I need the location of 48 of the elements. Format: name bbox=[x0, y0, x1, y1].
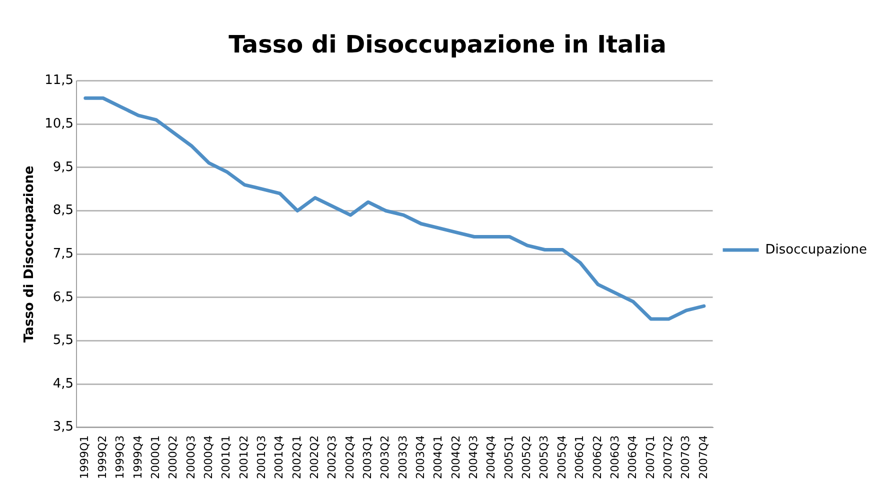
x-tick-label: 2001Q3 bbox=[254, 435, 268, 480]
x-tick-label: 2002Q3 bbox=[326, 435, 339, 480]
x-tick-label: 2000Q2 bbox=[166, 435, 180, 480]
x-tick-label: 2007Q2 bbox=[661, 435, 674, 480]
x-tick-label: 2006Q1 bbox=[573, 435, 586, 480]
x-tick-label: 2002Q2 bbox=[308, 435, 321, 480]
y-axis-title: Tasso di Disoccupazione bbox=[22, 165, 38, 343]
x-tick-label: 1999Q3 bbox=[114, 435, 127, 480]
y-tick-label: 9,5 bbox=[52, 160, 74, 175]
x-tick-label: 1999Q2 bbox=[96, 435, 109, 480]
y-tick-label: 7,5 bbox=[52, 246, 74, 262]
x-tick-label: 2005Q2 bbox=[520, 435, 534, 480]
x-tick-label: 2003Q4 bbox=[414, 435, 428, 480]
x-tick-label: 2000Q1 bbox=[148, 435, 162, 480]
y-tick-label: 10,5 bbox=[44, 116, 74, 132]
x-tick-label: 2001Q2 bbox=[237, 435, 250, 480]
x-tick-label: 2007Q4 bbox=[696, 435, 710, 480]
x-tick-label: 1999Q4 bbox=[131, 435, 144, 480]
x-tick-label: 2005Q1 bbox=[502, 435, 516, 480]
y-tick-label: 4,5 bbox=[52, 376, 74, 392]
x-tick-label: 2001Q1 bbox=[220, 435, 233, 480]
x-tick-label: 2004Q1 bbox=[432, 435, 445, 480]
x-tick-label: 2004Q4 bbox=[484, 435, 498, 480]
x-tick-label: 2003Q1 bbox=[361, 435, 374, 480]
x-tick-label: 2000Q4 bbox=[202, 435, 215, 480]
x-tick-label: 2000Q3 bbox=[184, 435, 198, 480]
x-tick-label: 2005Q3 bbox=[538, 435, 551, 480]
x-tick-label: 2005Q4 bbox=[555, 435, 568, 480]
x-tick-label: 2004Q2 bbox=[449, 435, 462, 480]
y-tick-label: 3,5 bbox=[52, 420, 74, 435]
y-tick-label: 8,5 bbox=[52, 203, 74, 218]
x-tick-label: 2004Q3 bbox=[467, 435, 480, 480]
x-tick-label: 2002Q1 bbox=[290, 435, 304, 480]
y-tick-label: 11,5 bbox=[44, 73, 74, 88]
chart-title: Tasso di Disoccupazione in Italia bbox=[228, 30, 666, 59]
x-tick-label: 2001Q4 bbox=[272, 435, 286, 480]
x-tick-label: 2003Q3 bbox=[396, 435, 410, 480]
x-tick-label: 2002Q4 bbox=[343, 435, 356, 480]
y-tick-label: 6,5 bbox=[52, 290, 74, 305]
x-tick-label: 2006Q3 bbox=[608, 435, 622, 480]
x-tick-label: 2006Q2 bbox=[590, 435, 604, 480]
y-tick-label: 5,5 bbox=[52, 333, 74, 348]
x-tick-label: 2006Q4 bbox=[626, 435, 640, 480]
x-tick-label: 1999Q1 bbox=[78, 435, 92, 480]
x-tick-label: 2007Q1 bbox=[644, 435, 657, 480]
x-tick-label: 2007Q3 bbox=[679, 435, 692, 480]
x-tick-label: 2003Q2 bbox=[378, 435, 392, 480]
legend-label: Disoccupazione bbox=[765, 242, 868, 258]
